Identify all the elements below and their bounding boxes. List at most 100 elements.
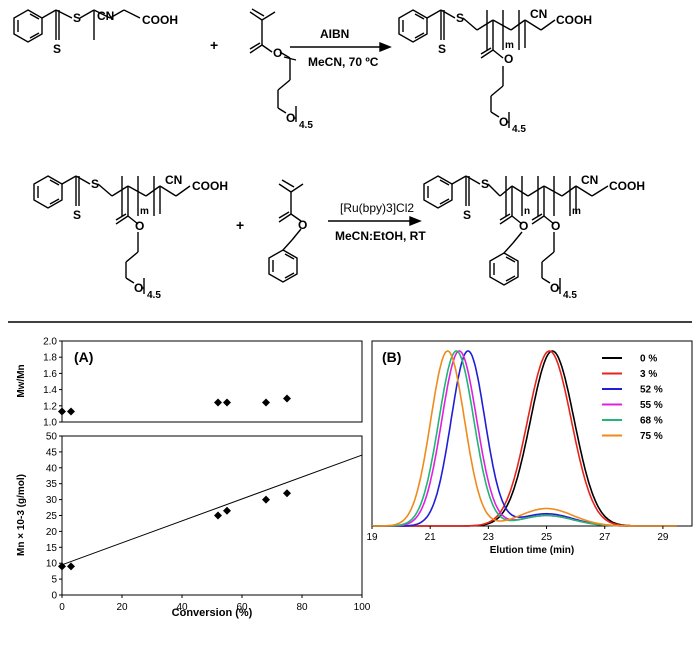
scheme-n-label: n bbox=[524, 206, 530, 217]
scheme-s-label: S bbox=[463, 208, 471, 222]
scheme-o-label: O bbox=[273, 46, 282, 60]
chart-a-top-points bbox=[58, 394, 291, 416]
scheme-cooh-label: COOH bbox=[609, 179, 645, 193]
ytick-label: 0 bbox=[51, 591, 57, 602]
reaction-1-reagent: AIBN bbox=[320, 27, 349, 41]
scheme-cooh-label: COOH bbox=[142, 13, 178, 27]
xtick-label: 25 bbox=[541, 532, 553, 543]
scheme-repeat-label: 4.5 bbox=[512, 124, 526, 135]
data-point bbox=[214, 511, 222, 520]
ytick-label: 50 bbox=[46, 432, 58, 443]
chart-b: (B) 19 21 23 25 27 29 0 %3 %52 %55 %68 %75 % … bbox=[366, 340, 693, 556]
ytick-label: 10 bbox=[46, 559, 58, 570]
ytick-label: 1.8 bbox=[43, 353, 57, 364]
scheme-plus: + bbox=[236, 217, 244, 233]
xtick-label: 20 bbox=[116, 602, 128, 613]
xtick-label: 80 bbox=[296, 602, 308, 613]
chart-a-panel-label: (A) bbox=[74, 349, 93, 365]
ytick-label: 5 bbox=[51, 575, 57, 586]
legend-label: 68 % bbox=[640, 416, 663, 427]
data-point bbox=[262, 495, 270, 504]
scheme-plus: + bbox=[210, 37, 218, 53]
xtick-label: 21 bbox=[425, 532, 437, 543]
chart-a-bottom-ylabel: Mn × 10-3 (g/mol) bbox=[16, 474, 27, 556]
ytick-label: 2.0 bbox=[43, 337, 57, 348]
scheme-o-label: O bbox=[298, 218, 307, 232]
scheme-reaction-2-text: S S m CN COOH O O 4.5 + O [Ru(bpy)3]Cl2 … bbox=[73, 173, 645, 301]
chart-b-panel-label: (B) bbox=[382, 349, 401, 365]
chart-a-xlabel: Conversion (%) bbox=[172, 607, 253, 619]
chart-a-bottom-yticks: 0 5 10 15 20 25 30 35 40 45 50 bbox=[46, 432, 62, 602]
scheme-o-label: O bbox=[134, 281, 143, 295]
xtick-label: 40 bbox=[176, 602, 188, 613]
chart-b-frame bbox=[371, 340, 693, 527]
ytick-label: 15 bbox=[46, 543, 58, 554]
scheme-repeat-label: 4.5 bbox=[299, 120, 313, 131]
data-point bbox=[223, 506, 231, 515]
scheme-s-label: S bbox=[456, 11, 464, 25]
scheme-cn-label: CN bbox=[530, 7, 547, 21]
ytick-label: 1.0 bbox=[43, 418, 57, 429]
series-line bbox=[372, 350, 677, 527]
chart-b-xticks: 19 21 23 25 27 29 bbox=[366, 526, 669, 543]
scheme-cooh-label: COOH bbox=[192, 179, 228, 193]
xtick-label: 23 bbox=[483, 532, 495, 543]
reaction-2-reagent: [Ru(bpy)3]Cl2 bbox=[340, 201, 414, 215]
ytick-label: 1.4 bbox=[43, 385, 57, 396]
scheme-o-label: O bbox=[286, 111, 295, 125]
ytick-label: 1.2 bbox=[43, 401, 57, 412]
scheme-reaction-2 bbox=[33, 175, 609, 294]
xtick-label: 19 bbox=[366, 532, 378, 543]
chart-a-fit-line bbox=[61, 454, 363, 566]
ytick-label: 45 bbox=[46, 447, 58, 458]
series-line bbox=[372, 350, 677, 527]
scheme-m-label: m bbox=[505, 40, 514, 51]
scheme-cooh-label: COOH bbox=[556, 13, 592, 27]
xtick-label: 60 bbox=[236, 602, 248, 613]
data-point bbox=[283, 394, 291, 403]
chart-a-top-frame bbox=[61, 340, 363, 423]
chart-a-top-ylabel: Mw/Mn bbox=[16, 364, 27, 397]
scheme-s-label: S bbox=[91, 177, 99, 191]
scheme-o-label: O bbox=[519, 219, 528, 233]
chart-a-bottom-frame bbox=[61, 435, 363, 596]
xtick-label: 0 bbox=[59, 602, 65, 613]
legend-label: 3 % bbox=[640, 369, 657, 380]
scheme-o-label: O bbox=[499, 115, 508, 129]
legend-label: 52 % bbox=[640, 385, 663, 396]
chart-b-xlabel: Elution time (min) bbox=[490, 545, 574, 556]
scheme-m-label: m bbox=[140, 206, 149, 217]
chart-a-top-yticks: 1.0 1.2 1.4 1.6 1.8 2.0 bbox=[43, 337, 62, 429]
scheme-o-label: O bbox=[551, 219, 560, 233]
scheme-s-label: S bbox=[73, 208, 81, 222]
ytick-label: 25 bbox=[46, 511, 58, 522]
scheme-cn-label: CN bbox=[97, 9, 114, 23]
data-point bbox=[67, 562, 75, 571]
xtick-label: 29 bbox=[657, 532, 669, 543]
scheme-reaction-1-text: CN COOH S S O O 4.5 + AIBN MeCN, 70 ºC S… bbox=[53, 7, 592, 135]
scheme-o-label: O bbox=[504, 52, 513, 66]
scheme-o-label: O bbox=[550, 281, 559, 295]
data-point bbox=[214, 398, 222, 407]
scheme-s-label: S bbox=[73, 11, 81, 25]
scheme-cn-label: CN bbox=[581, 173, 598, 187]
legend-label: 55 % bbox=[640, 400, 663, 411]
data-point bbox=[58, 407, 66, 416]
xtick-label: 27 bbox=[599, 532, 611, 543]
chart-a-xticks: 0 20 40 60 80 100 bbox=[59, 595, 371, 613]
data-point bbox=[262, 398, 270, 407]
scheme-repeat-label: 4.5 bbox=[147, 290, 161, 301]
chart-a: (A) 1.0 1.2 1.4 1.6 1.8 2.0 0 5 10 15 20 25 30 35 40 4… bbox=[16, 337, 371, 620]
ytick-label: 20 bbox=[46, 527, 58, 538]
chart-b-curves bbox=[372, 350, 677, 527]
ytick-label: 35 bbox=[46, 479, 58, 490]
scheme-m-label: m bbox=[572, 206, 581, 217]
ytick-label: 30 bbox=[46, 495, 58, 506]
data-point bbox=[283, 489, 291, 498]
reaction-2-conditions: MeCN:EtOH, RT bbox=[335, 229, 426, 243]
scheme-cn-label: CN bbox=[165, 173, 182, 187]
reaction-1-conditions: MeCN, 70 ºC bbox=[308, 55, 379, 69]
data-point bbox=[223, 398, 231, 407]
scheme-o-label: O bbox=[135, 219, 144, 233]
